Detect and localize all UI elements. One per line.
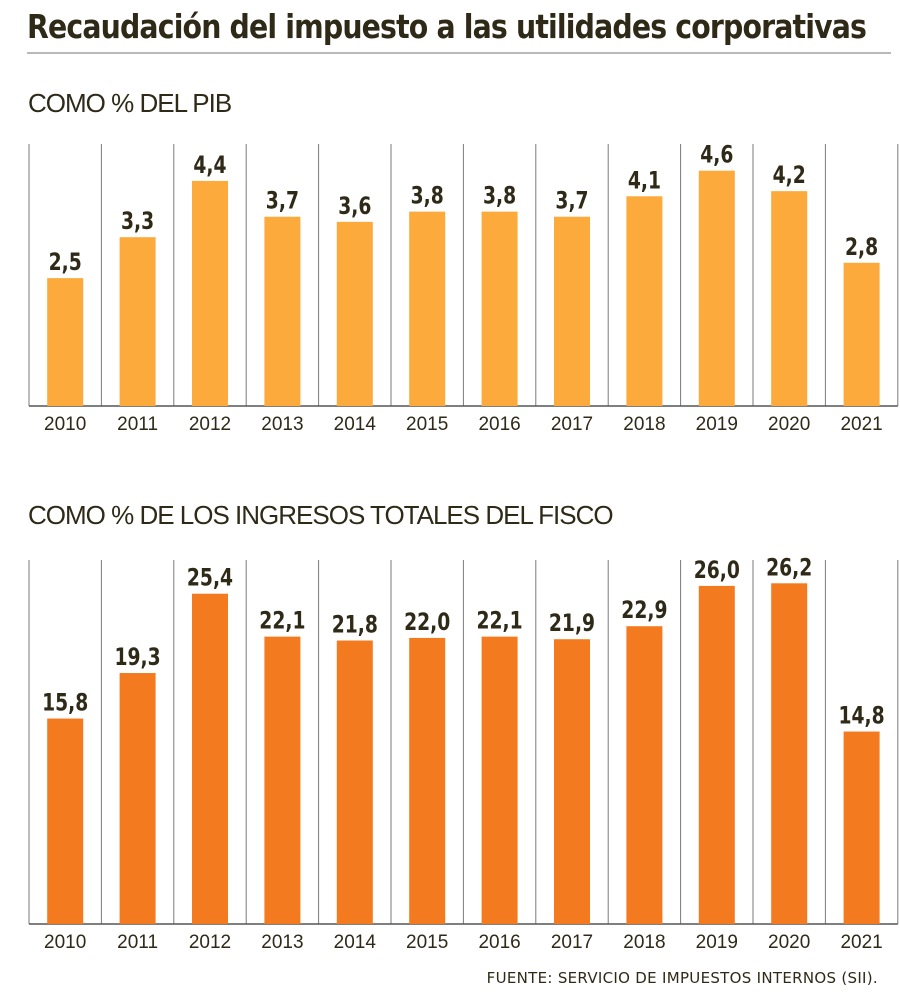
income-value-label: 26,2 [766, 556, 812, 582]
income-bar-2019 [698, 585, 735, 924]
income-bar-2016 [481, 636, 518, 924]
income-value-label: 15,8 [42, 689, 88, 717]
pib-bar-2015 [409, 211, 446, 406]
income-year-tick: 2017 [551, 932, 593, 953]
pib-value-label: 3,7 [266, 188, 299, 216]
income-year-tick: 2013 [261, 932, 303, 953]
income-value-label: 14,8 [839, 702, 885, 730]
income-value-label: 26,0 [694, 557, 740, 585]
pib-year-tick: 2018 [623, 414, 665, 435]
pib-bar-chart: 2,5 2010 3,3 2011 4,4 2012 3,7 2013 3,6 2014 3,8 20… [28, 142, 899, 435]
pib-year-tick: 2020 [768, 414, 810, 435]
panel2-title: COMO % DE LOS INGRESOS TOTALES DEL FISCO [28, 500, 614, 530]
pib-value-label: 3,6 [338, 193, 371, 221]
panel1-title: COMO % DEL PIB [28, 88, 232, 118]
income-year-tick: 2010 [44, 932, 86, 953]
pib-year-tick: 2015 [406, 414, 448, 435]
income-bar-2010 [47, 718, 84, 924]
income-bar-2014 [336, 640, 373, 924]
pib-bar-2012 [192, 180, 228, 406]
pib-year-tick: 2010 [44, 414, 86, 435]
income-year-tick: 2018 [623, 932, 665, 953]
income-bar-2013 [264, 636, 301, 924]
income-bar-2018 [626, 626, 663, 924]
income-value-label: 22,1 [259, 607, 305, 635]
income-value-label: 22,1 [477, 607, 523, 635]
pib-year-tick: 2011 [117, 414, 158, 435]
pib-bar-2016 [481, 211, 518, 406]
income-value-label: 21,9 [549, 610, 595, 638]
income-year-tick: 2019 [696, 932, 738, 953]
income-year-tick: 2015 [406, 932, 448, 953]
pib-bar-2018 [626, 196, 663, 406]
pib-year-tick: 2012 [189, 414, 231, 435]
pib-year-tick: 2016 [478, 414, 520, 435]
income-bar-2012 [192, 593, 228, 924]
income-year-tick: 2020 [768, 932, 810, 953]
income-value-label: 22,0 [404, 609, 450, 637]
pib-value-label: 2,8 [845, 234, 878, 262]
pib-bar-2017 [554, 216, 590, 406]
income-bar-2020 [771, 583, 808, 924]
income-year-tick: 2011 [117, 932, 158, 953]
income-year-tick: 2014 [334, 932, 377, 953]
income-year-tick: 2016 [478, 932, 520, 953]
income-bar-2021 [843, 731, 880, 924]
pib-bar-2013 [264, 216, 301, 406]
pib-year-tick: 2014 [334, 414, 377, 435]
income-value-label: 21,8 [332, 611, 378, 639]
pib-value-label: 2,5 [49, 249, 82, 277]
pib-value-label: 3,7 [555, 188, 588, 216]
pib-value-label: 4,1 [628, 167, 661, 195]
pib-value-label: 4,2 [773, 162, 806, 190]
pib-bar-2019 [698, 170, 735, 406]
income-value-label: 19,3 [115, 644, 161, 672]
source-note: FUENTE: SERVICIO DE IMPUESTOS INTERNOS (… [486, 969, 878, 987]
income-bar-2017 [554, 639, 590, 924]
pib-year-tick: 2017 [551, 414, 593, 435]
income-bar-chart: 15,8 2010 19,3 2011 25,4 2012 22,1 2013 21,8 2014… [28, 556, 899, 953]
income-value-label: 22,9 [621, 597, 667, 625]
pib-value-label: 3,3 [121, 208, 154, 236]
income-year-tick: 2021 [840, 932, 882, 953]
pib-value-label: 4,4 [193, 152, 226, 180]
pib-value-label: 4,6 [700, 142, 733, 170]
main-title: Recaudación del impuesto a las utilidade… [27, 7, 867, 46]
chart-title-bar: Recaudación del impuesto a las utilidade… [27, 4, 891, 54]
income-year-tick: 2012 [189, 932, 231, 953]
pib-bar-2021 [843, 262, 880, 406]
pib-value-label: 3,8 [483, 182, 516, 210]
pib-value-label: 3,8 [411, 182, 444, 210]
pib-bar-2010 [47, 278, 84, 406]
income-value-label: 25,4 [187, 565, 233, 593]
pib-bar-2020 [771, 191, 808, 406]
pib-bar-2011 [119, 237, 156, 406]
pib-year-tick: 2021 [840, 414, 882, 435]
income-bar-2011 [119, 673, 156, 924]
income-bar-2015 [409, 637, 446, 924]
pib-year-tick: 2013 [261, 414, 303, 435]
pib-bar-2014 [336, 221, 373, 406]
pib-year-tick: 2019 [696, 414, 738, 435]
